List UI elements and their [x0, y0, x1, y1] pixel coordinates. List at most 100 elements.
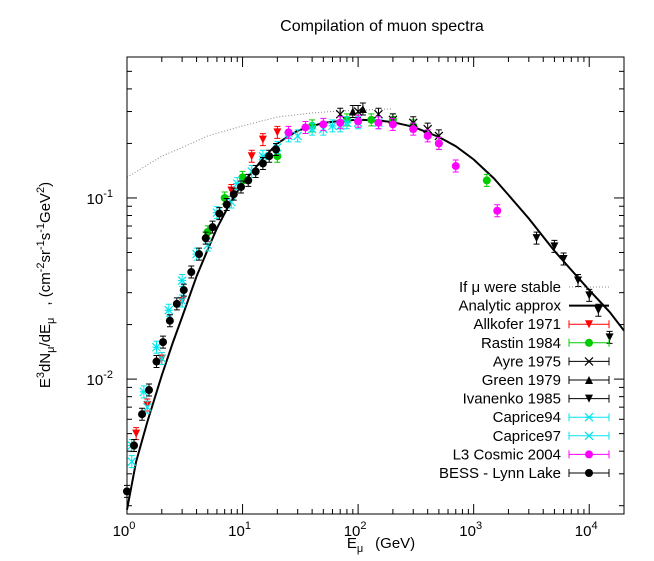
x-tick-label: 102	[344, 520, 367, 540]
legend-marker	[585, 469, 593, 477]
data-point	[144, 386, 153, 395]
data-point	[451, 162, 460, 171]
data-point	[594, 306, 603, 315]
series-l3-cosmic-2004	[284, 114, 502, 218]
series-if-were-stable	[126, 108, 393, 178]
data-point	[272, 145, 281, 154]
data-point	[159, 338, 168, 347]
data-point	[258, 159, 267, 168]
series-ivanenko-1985	[532, 231, 614, 344]
legend-marker	[584, 431, 594, 441]
data-point	[187, 268, 196, 277]
data-point	[152, 357, 161, 366]
legend-marker	[585, 320, 593, 329]
data-point	[177, 276, 187, 285]
legend-label: BESS - Lynn Lake	[439, 465, 561, 482]
data-point	[605, 333, 614, 342]
data-point	[179, 286, 188, 295]
data-point	[165, 316, 174, 325]
legend-label: Caprice97	[493, 428, 561, 445]
data-point	[482, 176, 491, 185]
data-point	[574, 276, 583, 285]
legend-label: Rastin 1984	[481, 335, 561, 352]
series-green-1979	[348, 102, 367, 119]
data-point	[284, 128, 293, 137]
x-axis-label-unit: (GeV)	[375, 535, 415, 552]
data-point	[273, 152, 282, 161]
series-bess-lynn-lake	[123, 143, 281, 498]
data-point	[550, 242, 559, 251]
data-point	[273, 128, 282, 137]
x-axis-label: Eμ (GeV)	[347, 535, 415, 555]
legend-label: Ayre 1975	[493, 353, 561, 370]
data-point	[328, 121, 337, 131]
data-point	[423, 131, 432, 140]
x-tick-label: 100	[113, 520, 136, 540]
data-point	[423, 124, 433, 134]
data-point	[208, 223, 217, 232]
data-point	[132, 429, 141, 438]
data-point	[336, 118, 345, 127]
legend-marker	[584, 412, 594, 422]
y-tick-label: 10-2	[87, 369, 113, 389]
svg-text:E3dNμ/dEμ, (cm-2sr-1s-1GeV2): E3dNμ/dEμ, (cm-2sr-1s-1GeV2)	[35, 182, 57, 388]
data-point	[434, 139, 443, 148]
legend-marker	[585, 450, 593, 459]
y-axis-label: E3dNμ/dEμ, (cm-2sr-1s-1GeV2)	[35, 182, 57, 388]
data-point	[319, 120, 328, 129]
legend: If μ were stable Analytic approxAllkofer …	[439, 279, 610, 482]
data-point	[138, 410, 147, 419]
data-point	[388, 120, 397, 129]
data-point	[244, 176, 253, 185]
legend-marker	[585, 394, 593, 403]
data-point	[203, 240, 213, 250]
data-point	[374, 118, 383, 127]
data-point	[358, 104, 367, 113]
legend-label: Caprice94	[493, 409, 561, 426]
legend-label: Analytic approx	[458, 298, 561, 315]
data-point	[342, 118, 352, 128]
data-point	[247, 152, 256, 161]
data-point	[258, 135, 267, 144]
legend-label: L3 Cosmic 2004	[453, 446, 561, 463]
legend-marker	[584, 356, 594, 366]
x-axis-label-sub: μ	[357, 543, 363, 555]
data-point	[532, 234, 541, 243]
data-point	[434, 131, 444, 141]
data-point	[293, 131, 303, 141]
data-point	[164, 305, 174, 315]
data-point	[559, 255, 568, 264]
data-point	[585, 291, 594, 300]
data-layer	[123, 102, 625, 510]
legend-marker	[585, 376, 593, 384]
series-caprice94	[127, 116, 352, 452]
data-point	[229, 190, 238, 199]
series-line	[126, 108, 393, 178]
data-point	[195, 250, 204, 259]
data-point	[307, 124, 317, 134]
chart-title: Compilation of muon spectra	[280, 18, 484, 35]
plot-frame	[126, 56, 625, 515]
data-point	[172, 299, 181, 308]
legend-marker	[585, 338, 593, 347]
data-point	[251, 167, 260, 176]
data-point	[237, 182, 246, 191]
data-point	[301, 123, 310, 132]
data-point	[367, 115, 376, 124]
x-tick-label: 103	[459, 520, 482, 540]
x-axis-label-main: E	[347, 535, 357, 552]
data-point	[265, 152, 274, 161]
data-point	[354, 117, 363, 126]
series-rastin-1984	[203, 113, 491, 239]
data-point	[409, 125, 418, 134]
data-point	[201, 234, 210, 243]
x-tick-label: 104	[575, 520, 598, 540]
data-point	[142, 402, 152, 412]
legend-label: Green 1979	[482, 372, 561, 389]
legend-label: Ivanenko 1985	[463, 391, 561, 408]
data-point	[215, 209, 224, 218]
legend-label: If μ were stable	[459, 279, 561, 296]
data-point	[348, 107, 357, 116]
data-point	[493, 206, 502, 215]
x-tick-label: 101	[228, 520, 251, 540]
